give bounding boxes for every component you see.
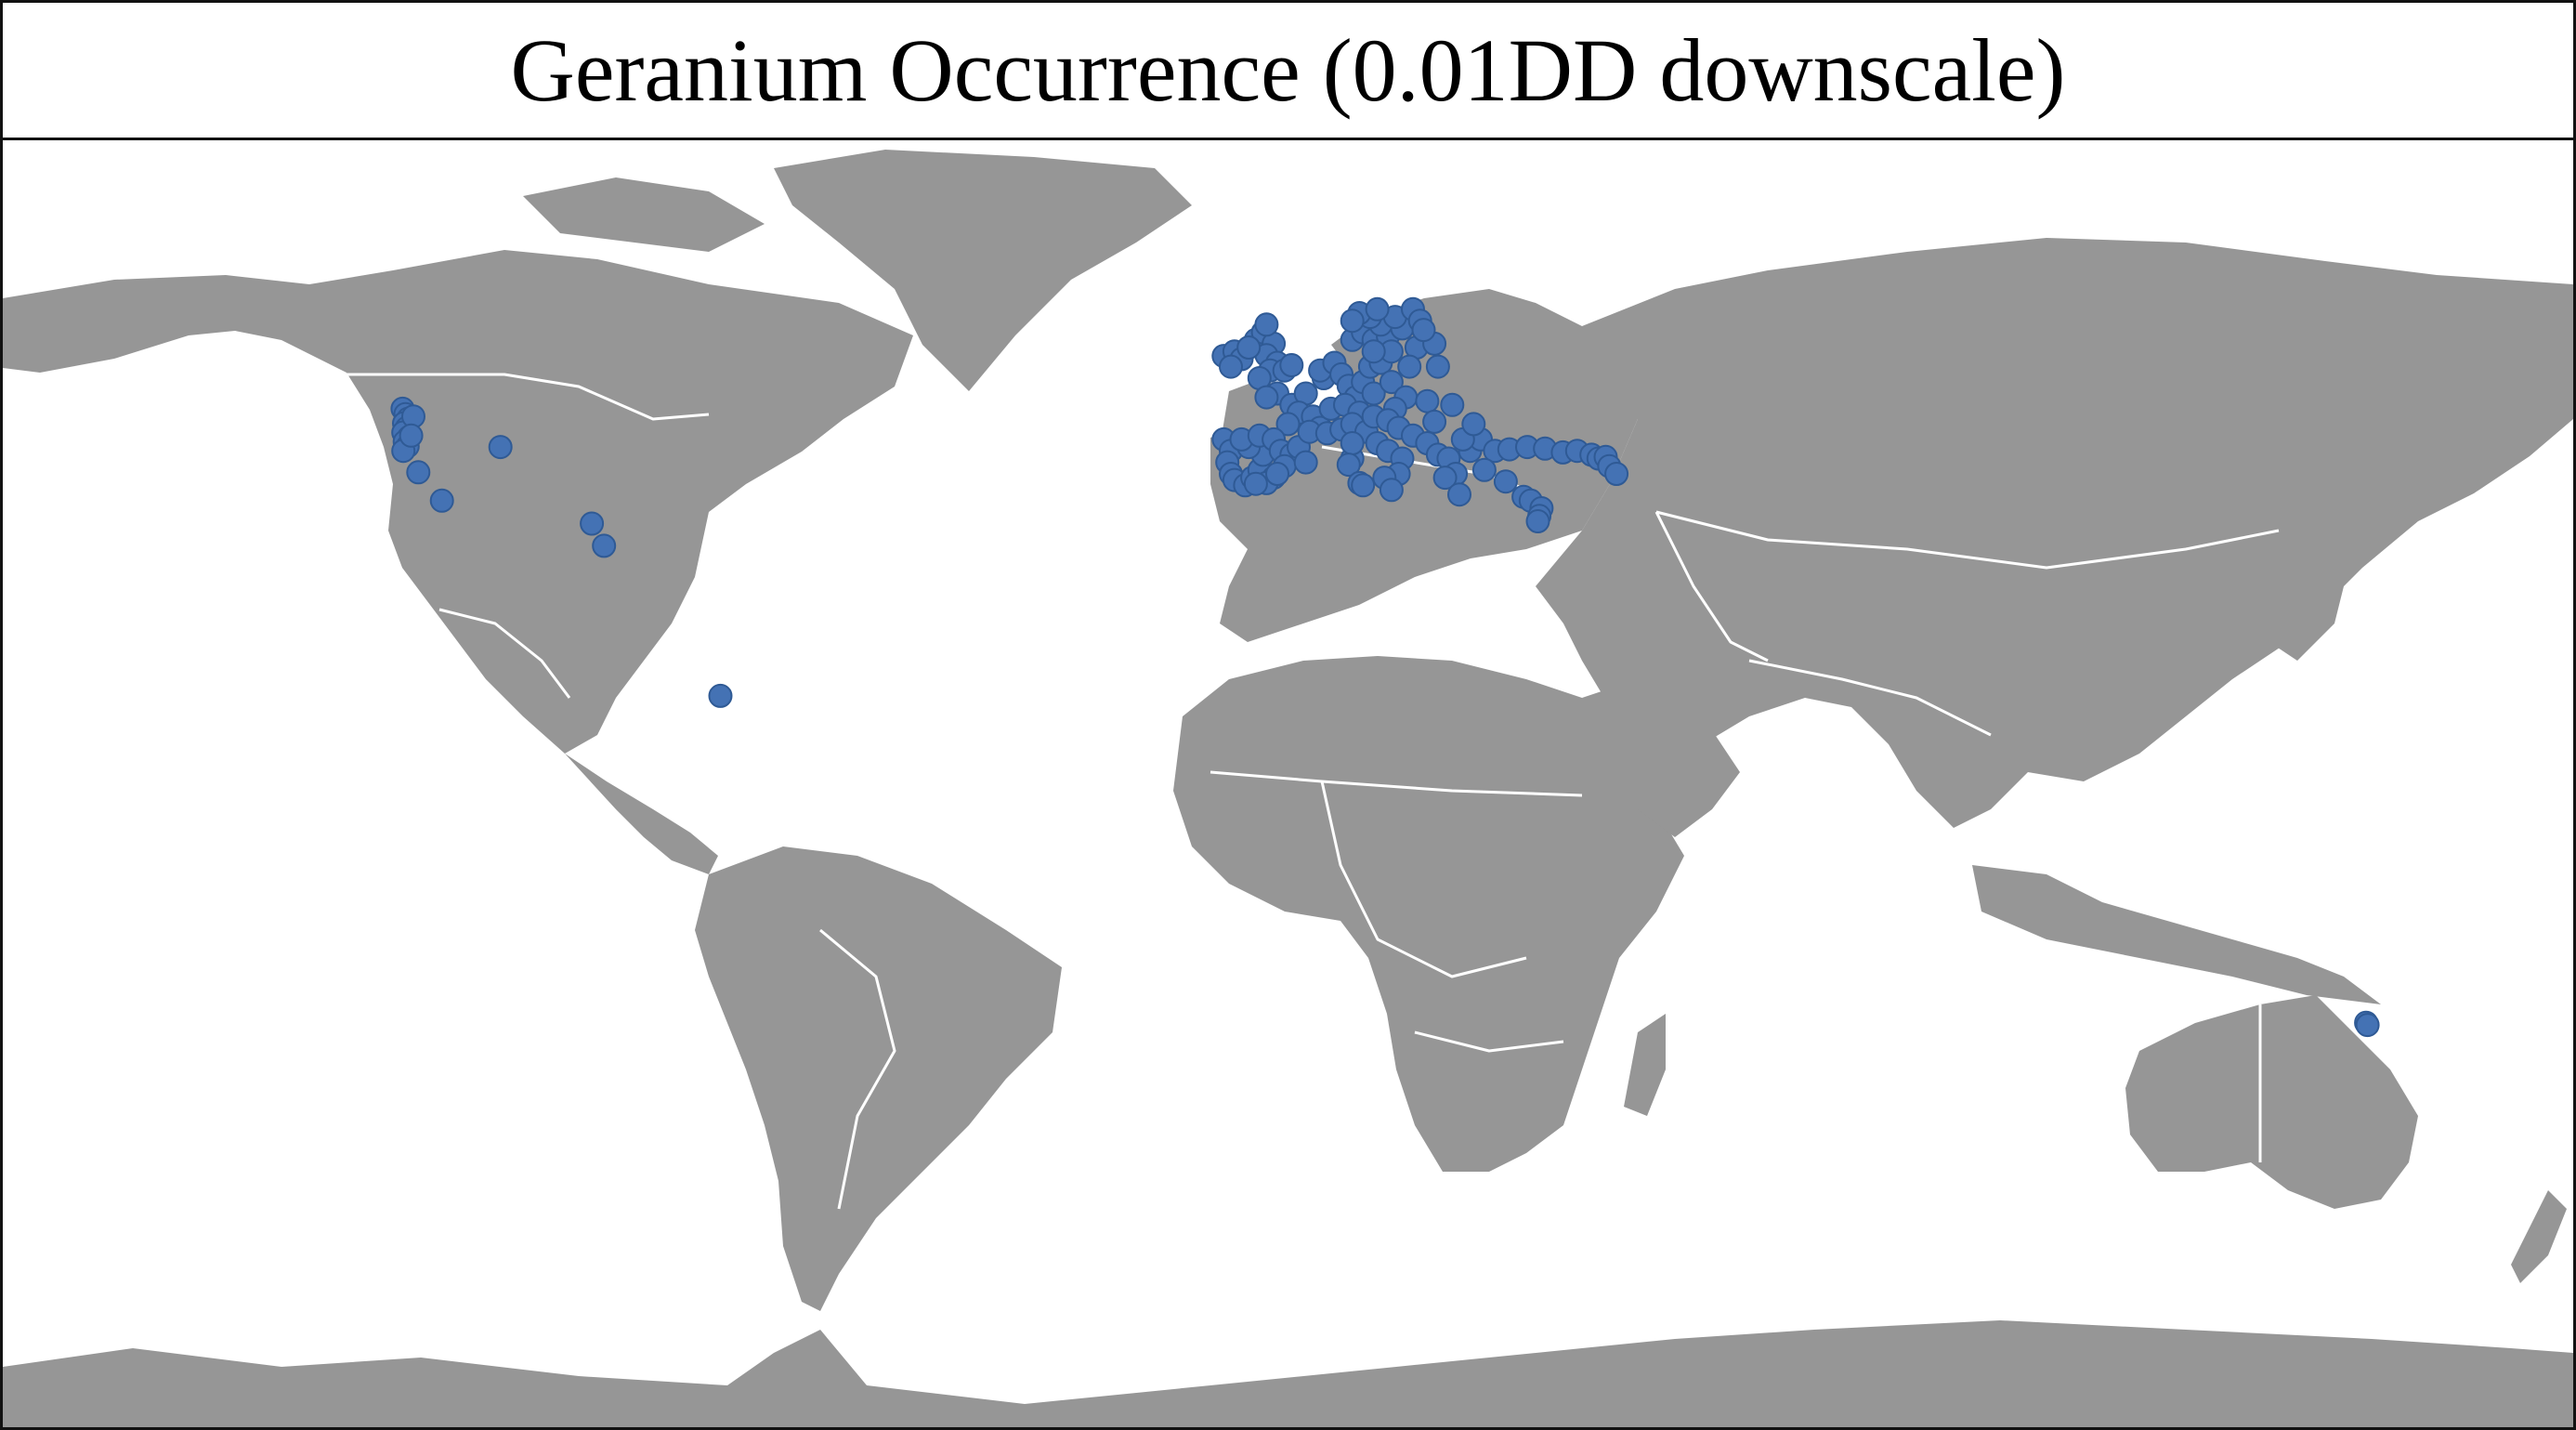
- arctic-islands: [523, 177, 765, 252]
- occurrence-point: [1411, 318, 1436, 343]
- border-africa-central: [1320, 781, 1527, 978]
- occurrence-point: [429, 488, 454, 513]
- occurrence-point: [1493, 469, 1518, 494]
- map-title: Geranium Occurrence (0.01DD downscale): [510, 20, 2066, 120]
- occurrence-point: [1415, 388, 1440, 413]
- asia-landmass: [1536, 238, 2573, 828]
- occurrence-point: [1361, 339, 1386, 364]
- land-layer: [3, 150, 2573, 1427]
- australia-landmass: [2125, 995, 2418, 1209]
- occurrence-point: [1379, 478, 1404, 503]
- occurrence-point: [1340, 308, 1365, 334]
- border-china-india: [1748, 659, 1992, 737]
- occurrence-point: [1397, 354, 1422, 379]
- occurrence-point: [1236, 335, 1262, 360]
- central-america-landmass: [565, 754, 718, 874]
- occurrence-point: [1340, 431, 1365, 455]
- map-canvas: [3, 150, 2573, 1427]
- occurrence-point: [399, 423, 424, 448]
- border-africa-north: [1210, 770, 1583, 797]
- world-map[interactable]: [3, 140, 2573, 1427]
- occurrence-point: [1422, 409, 1447, 434]
- japan-islands: [2269, 512, 2353, 661]
- occurrence-point: [1525, 509, 1550, 533]
- border-south-america: [819, 928, 896, 1210]
- occurrence-point: [1254, 385, 1279, 410]
- occurrence-points: [390, 296, 2380, 1038]
- occurrence-point: [1461, 412, 1486, 437]
- occurrence-point: [1351, 473, 1376, 498]
- europe-landmass: [1210, 289, 1638, 642]
- occurrence-point: [1275, 412, 1301, 437]
- occurrence-point: [1425, 354, 1450, 379]
- border-usa-mexico: [438, 608, 571, 699]
- border-russia-china: [1655, 510, 2280, 570]
- occurrence-point: [1265, 462, 1289, 486]
- antarctica-landmass: [3, 1320, 2573, 1427]
- occurrence-point: [488, 435, 513, 460]
- occurrence-point: [1254, 312, 1279, 337]
- occurrence-point: [708, 683, 733, 708]
- occurrence-point: [580, 511, 605, 536]
- border-usa-canada: [347, 373, 710, 421]
- border-africa-south: [1414, 1030, 1564, 1053]
- southeast-asia-islands: [1972, 865, 2381, 1004]
- occurrence-point: [1604, 462, 1629, 486]
- madagascar: [1624, 1014, 1666, 1116]
- occurrence-point: [1279, 353, 1304, 377]
- occurrence-point: [1243, 471, 1268, 496]
- greenland-landmass: [774, 150, 1192, 391]
- occurrence-point: [1219, 354, 1243, 379]
- title-bar: Geranium Occurrence (0.01DD downscale): [3, 3, 2573, 140]
- occurrence-point: [406, 460, 431, 485]
- occurrence-point: [1440, 392, 1465, 417]
- occurrence-point: [1336, 453, 1361, 478]
- arabian-peninsula: [1582, 679, 1740, 837]
- new-zealand: [2511, 1190, 2567, 1283]
- occurrence-point: [1432, 466, 1458, 491]
- occurrence-point: [1471, 457, 1497, 482]
- occurrence-point: [2355, 1013, 2380, 1038]
- north-america-landmass: [3, 250, 913, 754]
- occurrence-point: [1293, 450, 1318, 475]
- border-central-asia: [1654, 511, 1769, 663]
- occurrence-point: [1365, 296, 1390, 321]
- occurrence-point: [1379, 370, 1404, 395]
- occurrence-point: [592, 533, 617, 558]
- occurrence-point: [1447, 482, 1471, 507]
